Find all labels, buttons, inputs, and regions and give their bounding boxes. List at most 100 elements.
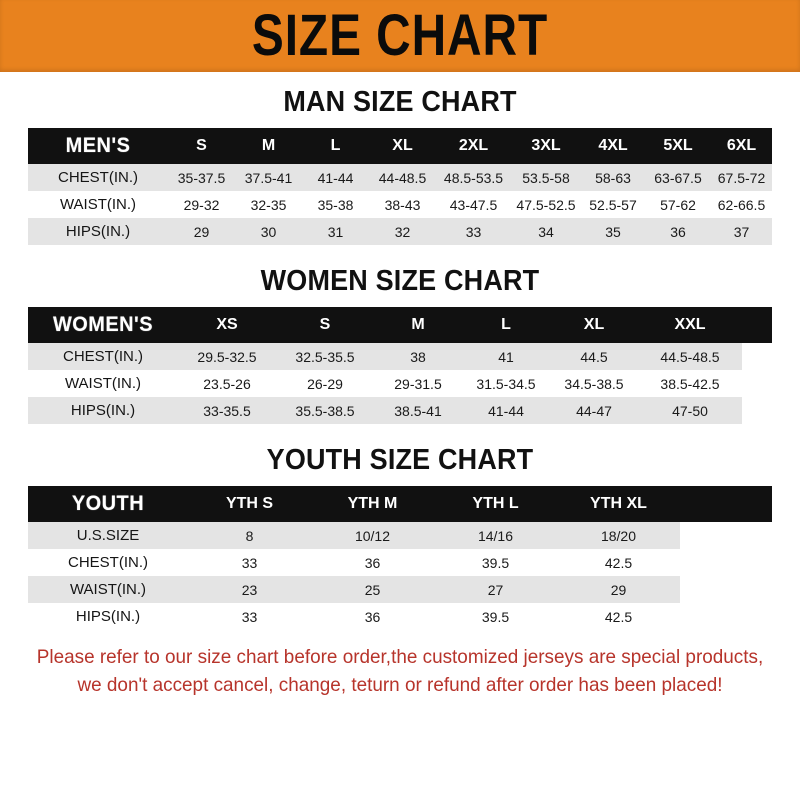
women-table-body: WOMEN'S XS S M L XL XXL CHEST(IN.) 29.5-… bbox=[28, 307, 772, 424]
youth-row-label-1: CHEST(IN.) bbox=[28, 549, 188, 576]
women-col-header-1: S bbox=[319, 316, 331, 333]
women-row-spacer-2 bbox=[742, 397, 772, 424]
youth-row-label-2: WAIST(IN.) bbox=[28, 576, 188, 603]
men-cell-1-6: 52.5-57 bbox=[581, 191, 645, 218]
men-cell-1-2: 35-38 bbox=[302, 191, 369, 218]
youth-cell-3-1: 36 bbox=[311, 603, 434, 630]
men-cell-1-8: 62-66.5 bbox=[711, 191, 772, 218]
size-chart-banner: SIZE CHART bbox=[0, 0, 800, 72]
men-cell-0-6: 58-63 bbox=[581, 164, 645, 191]
table-row: WAIST(IN.) 23 25 27 29 bbox=[28, 576, 772, 603]
banner-title: SIZE CHART bbox=[251, 3, 549, 69]
men-cell-0-7: 63-67.5 bbox=[645, 164, 711, 191]
men-size-table: MEN'S S M L XL 2XL 3XL 4XL 5XL 6XL CHEST… bbox=[28, 128, 772, 245]
women-col-header-2: M bbox=[411, 316, 425, 333]
men-cell-0-8: 67.5-72 bbox=[711, 164, 772, 191]
table-row: HIPS(IN.) 29 30 31 32 33 34 35 36 37 bbox=[28, 218, 772, 245]
women-header-spacer bbox=[742, 307, 772, 343]
youth-row-label-0: U.S.SIZE bbox=[28, 522, 188, 549]
women-cell-2-5: 47-50 bbox=[638, 397, 742, 424]
youth-header-row: YOUTH YTH S YTH M YTH L YTH XL bbox=[28, 486, 772, 522]
table-row: WAIST(IN.) 23.5-26 26-29 29-31.5 31.5-34… bbox=[28, 370, 772, 397]
men-cell-0-5: 53.5-58 bbox=[511, 164, 581, 191]
youth-cell-3-3: 42.5 bbox=[557, 603, 680, 630]
women-cell-0-3: 41 bbox=[462, 343, 550, 370]
table-row: U.S.SIZE 8 10/12 14/16 18/20 bbox=[28, 522, 772, 549]
women-cell-0-0: 29.5-32.5 bbox=[178, 343, 276, 370]
men-cell-0-3: 44-48.5 bbox=[369, 164, 436, 191]
women-header-row: WOMEN'S XS S M L XL XXL bbox=[28, 307, 772, 343]
women-cell-1-5: 38.5-42.5 bbox=[638, 370, 742, 397]
women-cell-1-4: 34.5-38.5 bbox=[550, 370, 638, 397]
youth-cell-3-0: 33 bbox=[188, 603, 311, 630]
women-size-section: WOMEN SIZE CHART WOMEN'S XS S M L XL XXL… bbox=[0, 265, 800, 424]
youth-cell-0-3: 18/20 bbox=[557, 522, 680, 549]
table-row: HIPS(IN.) 33 36 39.5 42.5 bbox=[28, 603, 772, 630]
women-row-label-2: HIPS(IN.) bbox=[28, 397, 178, 424]
women-cell-0-5: 44.5-48.5 bbox=[638, 343, 742, 370]
women-col-header-4: XL bbox=[583, 316, 605, 333]
youth-row-spacer-0 bbox=[680, 522, 772, 549]
men-header-row: MEN'S S M L XL 2XL 3XL 4XL 5XL 6XL bbox=[28, 128, 772, 164]
table-row: CHEST(IN.) 35-37.5 37.5-41 41-44 44-48.5… bbox=[28, 164, 772, 191]
men-cell-2-4: 33 bbox=[436, 218, 511, 245]
men-col-header-3: XL bbox=[392, 137, 413, 154]
women-col-header-0: XS bbox=[216, 316, 238, 333]
disclaimer-line-1: Please refer to our size chart before or… bbox=[36, 646, 764, 668]
men-cell-1-4: 43-47.5 bbox=[436, 191, 511, 218]
youth-row-spacer-2 bbox=[680, 576, 772, 603]
men-col-header-7: 5XL bbox=[663, 137, 693, 154]
table-row: HIPS(IN.) 33-35.5 35.5-38.5 38.5-41 41-4… bbox=[28, 397, 772, 424]
men-cell-1-0: 29-32 bbox=[168, 191, 235, 218]
men-col-header-1: M bbox=[261, 137, 276, 154]
youth-row-label-3: HIPS(IN.) bbox=[28, 603, 188, 630]
youth-cell-3-2: 39.5 bbox=[434, 603, 557, 630]
women-cell-2-4: 44-47 bbox=[550, 397, 638, 424]
women-cell-2-3: 41-44 bbox=[462, 397, 550, 424]
women-cell-1-2: 29-31.5 bbox=[374, 370, 462, 397]
men-cell-0-4: 48.5-53.5 bbox=[436, 164, 511, 191]
men-cell-0-0: 35-37.5 bbox=[168, 164, 235, 191]
men-cell-2-2: 31 bbox=[302, 218, 369, 245]
women-cell-0-1: 32.5-35.5 bbox=[276, 343, 374, 370]
youth-row-spacer-1 bbox=[680, 549, 772, 576]
men-col-header-5: 3XL bbox=[531, 137, 561, 154]
men-cell-2-8: 37 bbox=[711, 218, 772, 245]
youth-col-header-2: YTH L bbox=[472, 495, 519, 512]
youth-header-spacer bbox=[680, 486, 772, 522]
youth-row-spacer-3 bbox=[680, 603, 772, 630]
women-cell-1-3: 31.5-34.5 bbox=[462, 370, 550, 397]
youth-corner-label: YOUTH bbox=[71, 492, 145, 515]
women-cell-2-0: 33-35.5 bbox=[178, 397, 276, 424]
youth-cell-1-2: 39.5 bbox=[434, 549, 557, 576]
women-cell-2-1: 35.5-38.5 bbox=[276, 397, 374, 424]
women-cell-1-1: 26-29 bbox=[276, 370, 374, 397]
men-col-header-0: S bbox=[196, 137, 207, 154]
youth-cell-2-0: 23 bbox=[188, 576, 311, 603]
youth-size-table: YOUTH YTH S YTH M YTH L YTH XL U.S.SIZE … bbox=[28, 486, 772, 630]
men-cell-1-1: 32-35 bbox=[235, 191, 302, 218]
men-row-label-1: WAIST(IN.) bbox=[28, 191, 168, 218]
men-corner-label: MEN'S bbox=[65, 134, 131, 157]
table-row: CHEST(IN.) 33 36 39.5 42.5 bbox=[28, 549, 772, 576]
youth-cell-2-1: 25 bbox=[311, 576, 434, 603]
men-col-header-2: L bbox=[330, 137, 341, 154]
size-chart-disclaimer: Please refer to our size chart before or… bbox=[12, 644, 788, 699]
women-row-label-1: WAIST(IN.) bbox=[28, 370, 178, 397]
youth-col-header-3: YTH XL bbox=[590, 495, 647, 512]
youth-col-header-1: YTH M bbox=[347, 495, 398, 512]
men-cell-0-1: 37.5-41 bbox=[235, 164, 302, 191]
youth-cell-0-0: 8 bbox=[188, 522, 311, 549]
women-cell-0-2: 38 bbox=[374, 343, 462, 370]
youth-table-body: YOUTH YTH S YTH M YTH L YTH XL U.S.SIZE … bbox=[28, 486, 772, 630]
women-row-spacer-0 bbox=[742, 343, 772, 370]
men-cell-2-7: 36 bbox=[645, 218, 711, 245]
women-col-header-5: XXL bbox=[674, 316, 706, 333]
men-cell-1-3: 38-43 bbox=[369, 191, 436, 218]
table-row: WAIST(IN.) 29-32 32-35 35-38 38-43 43-47… bbox=[28, 191, 772, 218]
men-cell-1-5: 47.5-52.5 bbox=[511, 191, 581, 218]
women-col-header-3: L bbox=[501, 316, 511, 333]
men-table-body: MEN'S S M L XL 2XL 3XL 4XL 5XL 6XL CHEST… bbox=[28, 128, 772, 245]
men-cell-2-1: 30 bbox=[235, 218, 302, 245]
table-row: CHEST(IN.) 29.5-32.5 32.5-35.5 38 41 44.… bbox=[28, 343, 772, 370]
